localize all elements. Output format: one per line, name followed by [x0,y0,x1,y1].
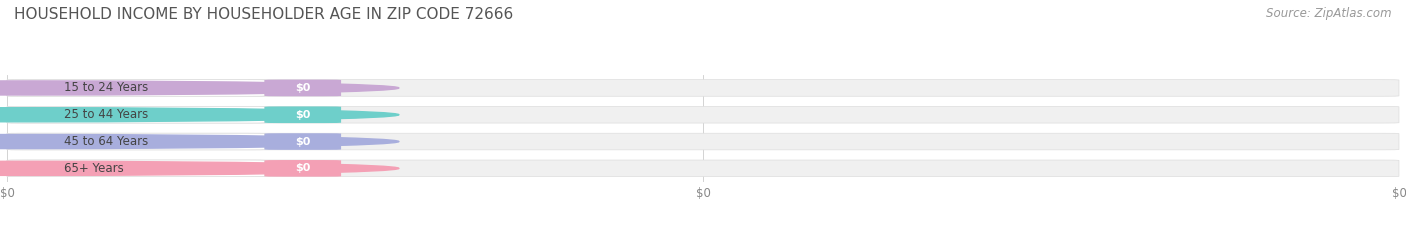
Circle shape [0,108,399,122]
Text: HOUSEHOLD INCOME BY HOUSEHOLDER AGE IN ZIP CODE 72666: HOUSEHOLD INCOME BY HOUSEHOLDER AGE IN Z… [14,7,513,22]
FancyBboxPatch shape [7,160,1399,177]
Text: Source: ZipAtlas.com: Source: ZipAtlas.com [1267,7,1392,20]
FancyBboxPatch shape [7,106,264,123]
FancyBboxPatch shape [7,133,264,150]
FancyBboxPatch shape [264,106,342,123]
FancyBboxPatch shape [7,106,1399,123]
Text: 15 to 24 Years: 15 to 24 Years [65,82,149,94]
Text: $0: $0 [295,110,311,120]
Text: $0: $0 [295,163,311,173]
FancyBboxPatch shape [264,133,342,150]
Text: 65+ Years: 65+ Years [65,162,124,175]
Text: $0: $0 [295,83,311,93]
Text: 45 to 64 Years: 45 to 64 Years [65,135,149,148]
FancyBboxPatch shape [264,160,342,177]
FancyBboxPatch shape [7,160,264,177]
Text: $0: $0 [295,137,311,147]
Text: 25 to 44 Years: 25 to 44 Years [65,108,149,121]
Circle shape [0,161,399,175]
FancyBboxPatch shape [7,80,1399,96]
FancyBboxPatch shape [7,133,1399,150]
Circle shape [0,81,399,95]
FancyBboxPatch shape [7,80,264,96]
Circle shape [0,134,399,149]
FancyBboxPatch shape [264,80,342,96]
